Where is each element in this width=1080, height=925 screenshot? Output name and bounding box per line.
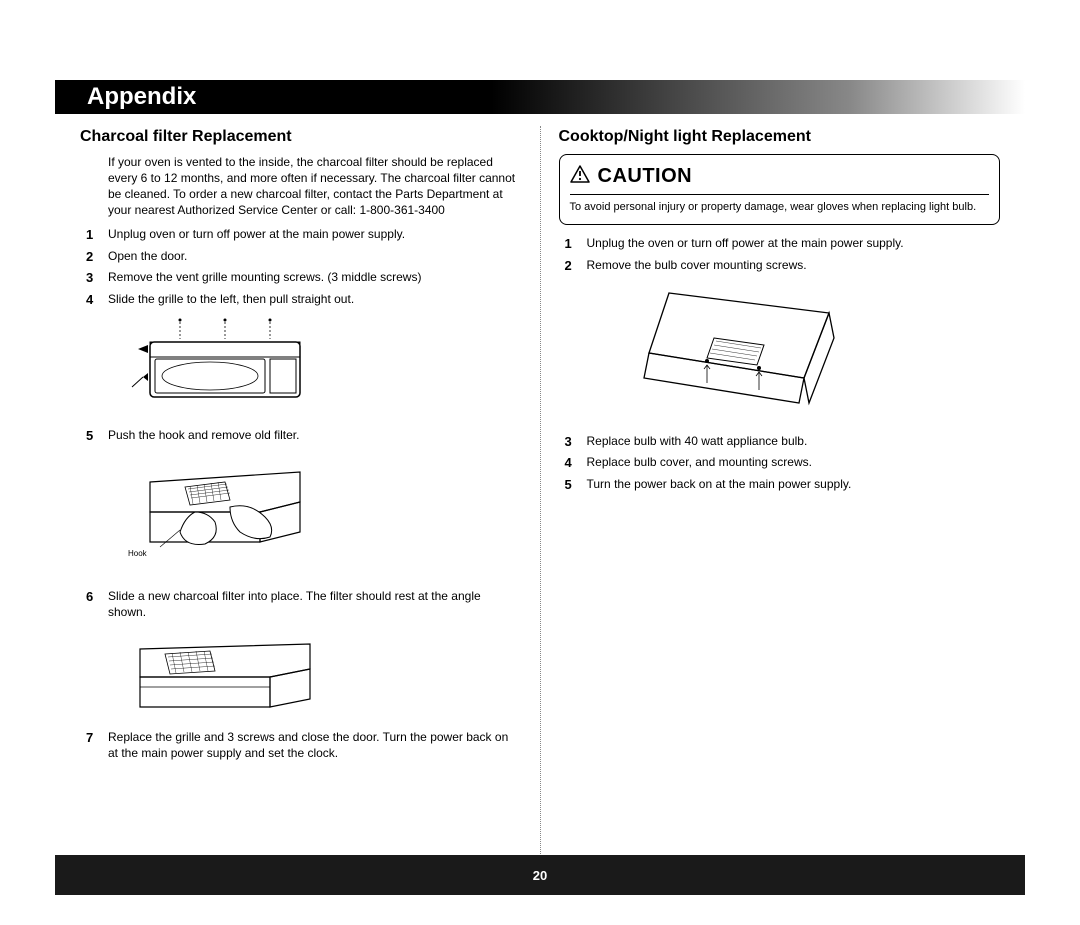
- step-number: 5: [86, 427, 108, 445]
- step-text: Slide the grille to the left, then pull …: [108, 291, 522, 309]
- step-text: Slide a new charcoal filter into place. …: [108, 588, 522, 620]
- step-row: 6 Slide a new charcoal filter into place…: [80, 588, 522, 620]
- step-number: 2: [565, 257, 587, 275]
- step-row: 1 Unplug the oven or turn off power at t…: [559, 235, 1001, 253]
- manual-page: Appendix Charcoal filter Replacement If …: [0, 0, 1080, 925]
- warning-icon: [570, 165, 590, 187]
- step-text: Turn the power back on at the main power…: [587, 476, 1001, 494]
- step-row: 4 Slide the grille to the left, then pul…: [80, 291, 522, 309]
- caution-box: CAUTION To avoid personal injury or prop…: [559, 154, 1001, 226]
- left-intro: If your oven is vented to the inside, th…: [80, 154, 522, 219]
- left-column: Charcoal filter Replacement If your oven…: [80, 126, 540, 866]
- title-bar: Appendix: [55, 80, 1025, 114]
- microwave-illustration: [130, 317, 522, 417]
- right-column: Cooktop/Night light Replacement CAUTION …: [541, 126, 1001, 866]
- right-heading: Cooktop/Night light Replacement: [559, 126, 1001, 148]
- step-text: Replace the grille and 3 screws and clos…: [108, 729, 522, 761]
- step-row: 2 Remove the bulb cover mounting screws.: [559, 257, 1001, 275]
- filter-angle-illustration: [130, 629, 522, 719]
- step-row: 1 Unplug oven or turn off power at the m…: [80, 226, 522, 244]
- left-heading: Charcoal filter Replacement: [80, 126, 522, 148]
- title-bar-text: Appendix: [55, 83, 196, 111]
- filter-removal-illustration: Hook: [130, 452, 522, 578]
- step-number: 6: [86, 588, 108, 620]
- step-text: Unplug the oven or turn off power at the…: [587, 235, 1001, 253]
- step-text: Push the hook and remove old filter.: [108, 427, 522, 445]
- content-area: Charcoal filter Replacement If your oven…: [55, 126, 1025, 866]
- step-number: 2: [86, 248, 108, 266]
- step-row: 5 Turn the power back on at the main pow…: [559, 476, 1001, 494]
- page-number: 20: [533, 868, 547, 883]
- step-text: Unplug oven or turn off power at the mai…: [108, 226, 522, 244]
- step-number: 1: [565, 235, 587, 253]
- step-row: 2 Open the door.: [80, 248, 522, 266]
- step-text: Open the door.: [108, 248, 522, 266]
- step-text: Remove the vent grille mounting screws. …: [108, 269, 522, 287]
- step-row: 3 Replace bulb with 40 watt appliance bu…: [559, 433, 1001, 451]
- step-row: 5 Push the hook and remove old filter.: [80, 427, 522, 445]
- step-number: 5: [565, 476, 587, 494]
- caution-header: CAUTION: [570, 163, 990, 195]
- step-number: 3: [565, 433, 587, 451]
- step-number: 4: [86, 291, 108, 309]
- hook-label: Hook: [128, 549, 147, 558]
- caution-body: To avoid personal injury or property dam…: [570, 200, 990, 215]
- step-number: 4: [565, 454, 587, 472]
- step-number: 3: [86, 269, 108, 287]
- step-number: 7: [86, 729, 108, 761]
- step-row: 4 Replace bulb cover, and mounting screw…: [559, 454, 1001, 472]
- footer-bar: 20: [55, 855, 1025, 895]
- step-text: Remove the bulb cover mounting screws.: [587, 257, 1001, 275]
- step-row: 3 Remove the vent grille mounting screws…: [80, 269, 522, 287]
- caution-title: CAUTION: [598, 163, 693, 190]
- step-number: 1: [86, 226, 108, 244]
- bulb-cover-illustration: [629, 283, 1001, 423]
- step-row: 7 Replace the grille and 3 screws and cl…: [80, 729, 522, 761]
- step-text: Replace bulb cover, and mounting screws.: [587, 454, 1001, 472]
- step-text: Replace bulb with 40 watt appliance bulb…: [587, 433, 1001, 451]
